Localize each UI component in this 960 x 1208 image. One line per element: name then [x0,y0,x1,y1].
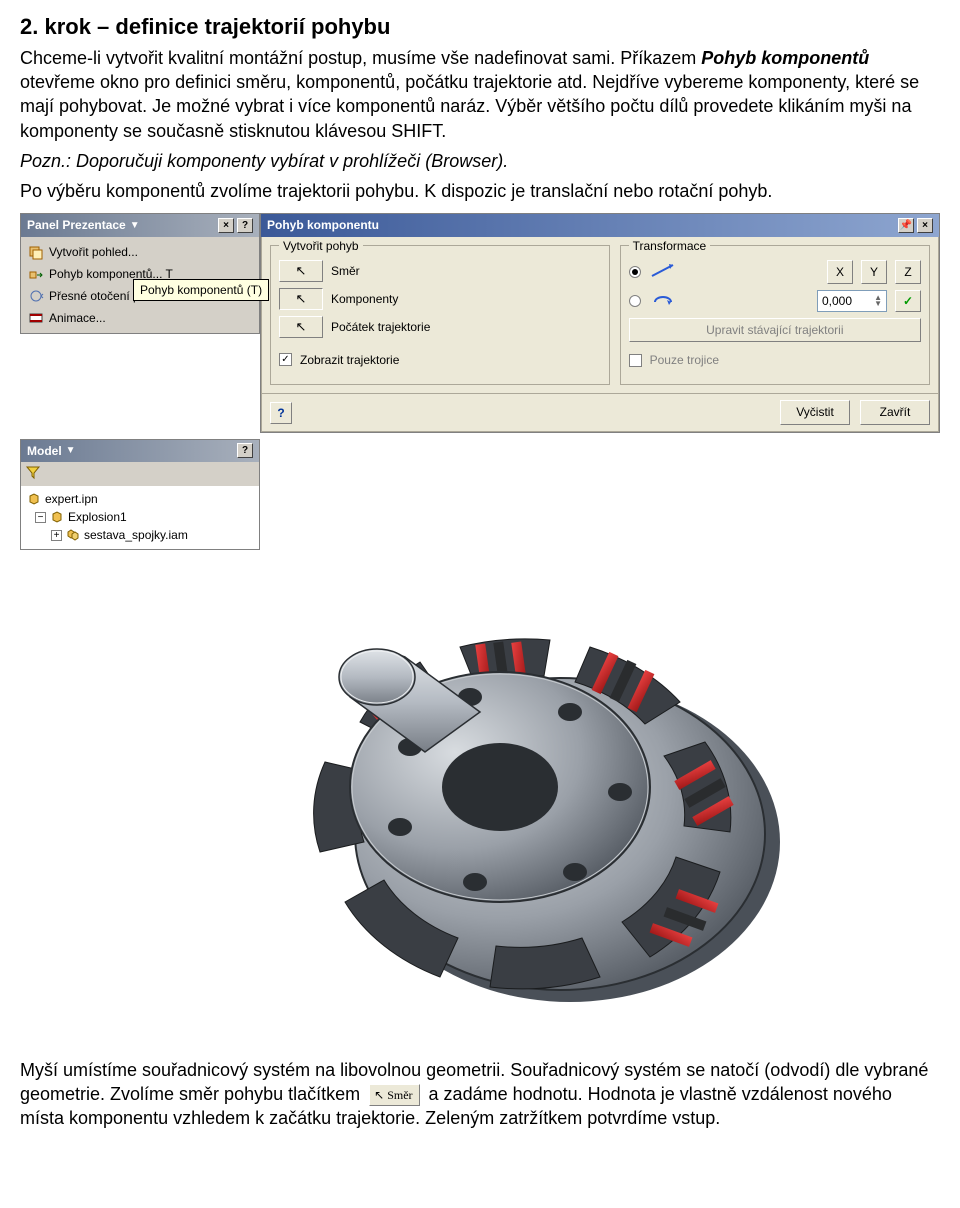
distance-input[interactable]: 0,000 ▲▼ [817,290,887,312]
item-vytvorit-pohled[interactable]: Vytvořit pohled... [23,241,257,263]
inline-btn-label: Směr [387,1088,412,1102]
item-vytvorit-pohled-label: Vytvořit pohled... [49,244,138,260]
inline-smer-button[interactable]: ↖ Směr [369,1084,419,1106]
spinner-icon[interactable]: ▲▼ [874,295,882,307]
btn-upravit-trajektorii: Upravit stávající trajektorii [629,318,921,342]
render-3d-clutch: ${''} [220,562,820,1042]
help-button[interactable]: ? [270,402,292,424]
translate-icon [649,261,679,283]
fieldset1-title: Vytvořit pohyb [279,238,363,254]
p1-bold: Pohyb komponentů [701,48,869,68]
rotate-view-icon [28,288,44,304]
tooltip-pohyb: Pohyb komponentů (T) [133,279,269,301]
ui-cluster: Panel Prezentace ▼ × ? Vytvořit pohled..… [20,213,940,549]
cursor-icon: ↖ [296,262,307,280]
item-pohyb-komponentu[interactable]: Pohyb komponentů... T Pohyb komponentů (… [23,263,257,285]
tree-root-label: expert.ipn [45,491,98,507]
create-view-icon [28,244,44,260]
btn-vycistit[interactable]: Vyčistit [780,400,850,424]
dropdown-icon[interactable]: ▼ [130,219,140,233]
panel-model: Model ▼ ? expert.ipn − Explosion1 [20,439,260,550]
tree-explosion[interactable]: − Explosion1 [27,508,253,526]
radio-translate[interactable] [629,266,641,278]
checkbox-pouze-trojice [629,354,642,367]
axis-x-button[interactable]: X [827,260,853,284]
model-tree: expert.ipn − Explosion1 + sestava_spojky… [21,486,259,549]
tree-assembly[interactable]: + sestava_spojky.iam [27,526,253,544]
axis-z-button[interactable]: Z [895,260,921,284]
animation-icon [28,310,44,326]
model-toolbar [21,462,259,486]
p1-a: Chceme-li vytvořit kvalitní montážní pos… [20,48,701,68]
dialog-titlebar: Pohyb komponentu 📌 × [261,214,939,236]
dialog-footer: ? Vyčistit Zavřít [261,394,939,431]
distance-value: 0,000 [822,293,852,309]
dialog-title: Pohyb komponentu [267,217,379,233]
note: Pozn.: Doporučuji komponenty vybírat v p… [20,149,940,173]
label-pocatek: Počátek trajektorie [331,319,430,335]
model-titlebar: Model ▼ ? [21,440,259,462]
dialog-body: Vytvořit pohyb ↖ Směr ↖ Komponenty ↖ Poč… [261,237,939,395]
pick-komponenty-button[interactable]: ↖ [279,288,323,310]
panel-prezentace-titlebar: Panel Prezentace ▼ × ? [21,214,259,236]
radio-rotate[interactable] [629,295,641,307]
axis-y-button[interactable]: Y [861,260,887,284]
item-animace-label: Animace... [49,310,106,326]
rotate-icon [649,290,679,312]
label-zobrazit-trajektorie: Zobrazit trajektorie [300,352,399,368]
tree-assembly-label: sestava_spojky.iam [84,527,188,543]
tree-root[interactable]: expert.ipn [27,490,253,508]
pick-smer-button[interactable]: ↖ [279,260,323,282]
checkbox-zobrazit-trajektorie[interactable]: ✓ [279,353,292,366]
fieldset-transformace: Transformace X Y Z 0,000▲▼ ✓ [620,245,930,386]
label-smer: Směr [331,263,360,279]
close-icon[interactable]: × [218,218,234,233]
paragraph-2: Po výběru komponentů zvolíme trajektorii… [20,179,940,203]
dropdown-icon[interactable]: ▼ [66,444,76,458]
filter-icon[interactable] [25,464,41,480]
explosion-icon [50,510,64,524]
cursor-icon: ↖ [296,290,307,308]
paragraph-3: Myší umístíme souřadnicový systém na lib… [20,1058,940,1131]
cursor-icon: ↖ [296,318,307,336]
help-icon[interactable]: ? [237,218,253,233]
tree-explosion-label: Explosion1 [68,509,127,525]
expand-icon[interactable]: + [51,530,62,541]
panel-prezentace-title: Panel Prezentace [27,217,126,233]
apply-check-button[interactable]: ✓ [895,290,921,312]
label-komponenty: Komponenty [331,291,398,307]
assembly-icon [66,528,80,542]
ipn-icon [27,492,41,506]
p1-b: otevřeme okno pro definici směru, kompon… [20,72,919,141]
panel-prezentace: Panel Prezentace ▼ × ? Vytvořit pohled..… [20,213,260,334]
pin-icon[interactable]: 📌 [898,218,914,233]
section-heading: 2. krok – definice trajektorií pohybu [20,12,940,42]
collapse-icon[interactable]: − [35,512,46,523]
help-icon[interactable]: ? [237,443,253,458]
cursor-icon: ↖ [374,1088,384,1102]
panel-prezentace-body: Vytvořit pohled... Pohyb komponentů... T… [21,237,259,334]
fieldset-vytvorit-pohyb: Vytvořit pohyb ↖ Směr ↖ Komponenty ↖ Poč… [270,245,610,386]
model-title: Model [27,443,62,459]
dialog-close-icon[interactable]: × [917,218,933,233]
fieldset2-title: Transformace [629,238,711,254]
btn-zavrit[interactable]: Zavřít [860,400,930,424]
move-component-icon [28,266,44,282]
label-pouze-trojice: Pouze trojice [650,352,719,368]
dialog-pohyb-komponentu: Pohyb komponentu 📌 × Vytvořit pohyb ↖ Sm… [260,213,940,432]
pick-pocatek-button[interactable]: ↖ [279,316,323,338]
paragraph-1: Chceme-li vytvořit kvalitní montážní pos… [20,46,940,143]
item-animace[interactable]: Animace... [23,307,257,329]
